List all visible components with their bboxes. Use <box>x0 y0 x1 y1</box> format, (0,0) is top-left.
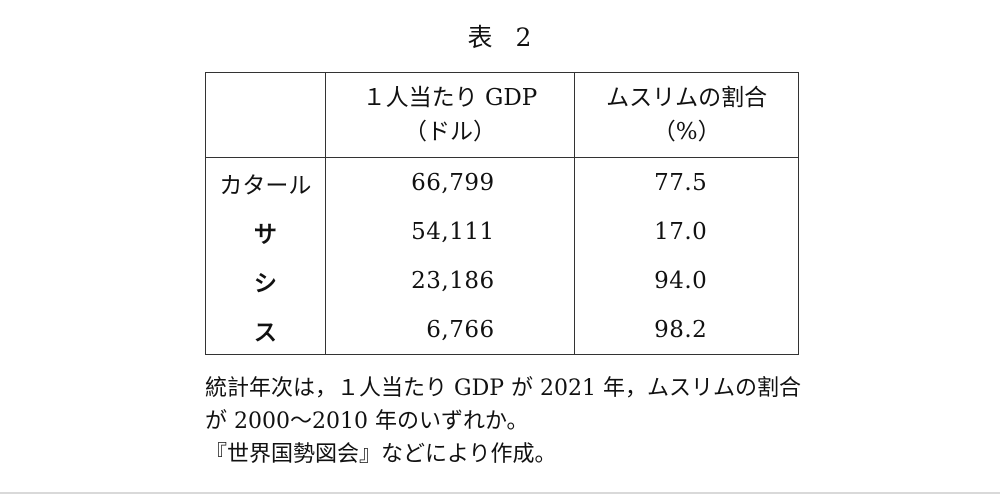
header-gdp-label: １人当たり GDP <box>362 85 538 111</box>
header-muslim: ムスリムの割合 （%） <box>574 72 799 158</box>
header-country <box>205 72 326 158</box>
muslim-cell: 98.2 <box>574 305 799 355</box>
gdp-value: 6,766 <box>426 316 495 343</box>
gdp-cell: 6,766 <box>324 305 576 355</box>
table-notes: 統計年次は，１人当たり GDP が 2021 年，ムスリムの割合 が 2000～… <box>205 372 805 471</box>
gdp-value: 54,111 <box>411 218 495 245</box>
data-table: １人当たり GDP （ドル） ムスリムの割合 （%） カタール 66,799 7… <box>205 72 799 355</box>
country-name: シ <box>253 270 277 297</box>
source-line: 『世界国勢図会』などにより作成。 <box>205 442 557 467</box>
country-name: サ <box>253 221 277 248</box>
gdp-value: 66,799 <box>411 169 495 196</box>
country-name: カタール <box>219 172 312 199</box>
header-gdp: １人当たり GDP （ドル） <box>324 72 576 158</box>
table-header-row: １人当たり GDP （ドル） ムスリムの割合 （%） <box>205 72 799 158</box>
header-gdp-unit: （ドル） <box>403 119 496 145</box>
country-cell: カタール <box>205 157 326 207</box>
muslim-cell: 94.0 <box>574 256 799 305</box>
table-title-prefix: 表 <box>467 23 494 52</box>
table-row: カタール 66,799 77.5 <box>205 157 799 207</box>
note-line: 統計年次は，１人当たり GDP が 2021 年，ムスリムの割合 <box>205 376 801 401</box>
country-name: ス <box>253 319 277 346</box>
gdp-cell: 66,799 <box>324 157 576 207</box>
country-cell: サ <box>205 207 326 256</box>
country-cell: ス <box>205 305 326 355</box>
table-row: サ 54,111 17.0 <box>205 207 799 256</box>
muslim-value: 17.0 <box>654 218 708 245</box>
muslim-cell: 77.5 <box>574 157 799 207</box>
table-row: ス 6,766 98.2 <box>205 305 799 355</box>
table-title-number: 2 <box>515 23 533 52</box>
gdp-cell: 23,186 <box>324 256 576 305</box>
header-muslim-unit: （%） <box>652 119 721 145</box>
header-muslim-label: ムスリムの割合 <box>606 85 768 111</box>
muslim-value: 94.0 <box>654 267 708 294</box>
table-row: シ 23,186 94.0 <box>205 256 799 305</box>
note-line: が 2000～2010 年のいずれか。 <box>205 409 529 434</box>
gdp-value: 23,186 <box>411 267 495 294</box>
gdp-cell: 54,111 <box>324 207 576 256</box>
muslim-value: 98.2 <box>654 316 708 343</box>
muslim-cell: 17.0 <box>574 207 799 256</box>
muslim-value: 77.5 <box>654 169 708 196</box>
country-cell: シ <box>205 256 326 305</box>
